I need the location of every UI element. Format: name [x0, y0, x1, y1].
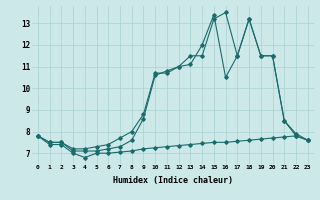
X-axis label: Humidex (Indice chaleur): Humidex (Indice chaleur)	[113, 176, 233, 185]
